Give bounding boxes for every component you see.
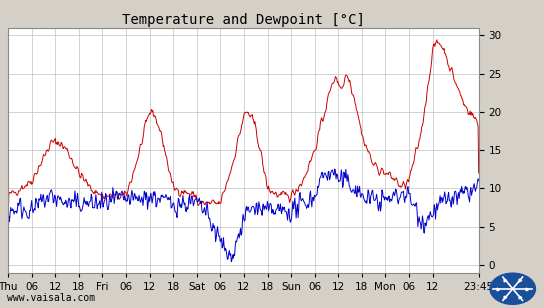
Text: www.vaisala.com: www.vaisala.com bbox=[7, 294, 95, 303]
Circle shape bbox=[490, 273, 535, 304]
Title: Temperature and Dewpoint [°C]: Temperature and Dewpoint [°C] bbox=[122, 13, 365, 26]
